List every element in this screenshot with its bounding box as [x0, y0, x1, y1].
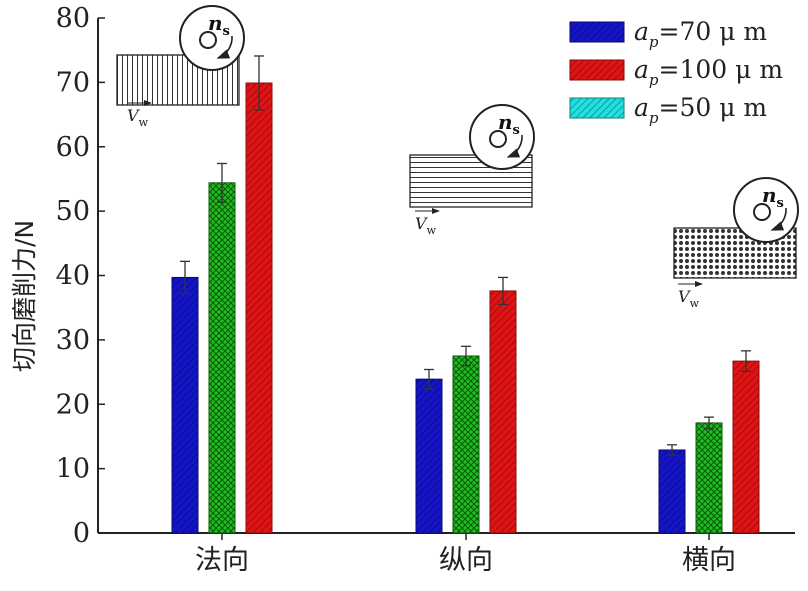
ns-label: ns: [208, 11, 230, 39]
inset-longitudinal: ns Vw: [409, 104, 535, 237]
bars-group: [171, 55, 760, 534]
legend-label: ap=50 μ m: [634, 93, 767, 127]
x-tick-label: 横向: [682, 545, 736, 576]
rotation-arrow: [770, 207, 787, 231]
y-tick-label: 80: [56, 3, 90, 34]
y-tick-label: 10: [56, 454, 90, 485]
vw-label: Vw: [415, 214, 437, 237]
bar: [245, 82, 273, 534]
x-tick-label: 纵向: [439, 545, 493, 576]
bar: [208, 182, 236, 534]
y-tick-label: 60: [56, 132, 90, 163]
rotation-arrow: [506, 134, 523, 158]
inset-normal: ns Vw: [116, 5, 245, 129]
legend-swatch: [569, 59, 625, 81]
x-tick-label: 法向: [195, 545, 249, 576]
bar: [695, 422, 723, 534]
y-tick-label: 20: [56, 389, 90, 420]
y-axis-label: 切向磨削力/N: [10, 220, 39, 372]
wheel-hub: [489, 130, 507, 148]
bar: [452, 355, 480, 534]
legend-label: ap=70 μ m: [634, 17, 767, 51]
wheel-hub: [753, 203, 771, 221]
insets-group: ns Vw ns Vw ns Vw: [116, 5, 799, 310]
y-tick-label: 70: [56, 67, 90, 98]
bar: [415, 378, 443, 534]
y-tick-label: 40: [56, 261, 90, 292]
inset-transverse: ns Vw: [673, 177, 799, 310]
bar: [489, 290, 517, 534]
rotation-arrow: [216, 35, 233, 59]
bar: [732, 360, 760, 534]
legend-swatch: [569, 97, 625, 119]
axes: 0 10 20 30 40 50 60 70 80 切向磨削力/N 法向 纵向 横向: [10, 3, 795, 576]
bar: [171, 276, 199, 534]
legend: ap=70 μ m ap=100 μ m ap=50 μ m: [569, 17, 783, 127]
ns-label: ns: [762, 183, 784, 211]
bar: [658, 449, 686, 534]
y-tick-label: 30: [56, 325, 90, 356]
legend-swatch: [569, 21, 625, 43]
vw-label: Vw: [678, 287, 700, 310]
legend-label: ap=100 μ m: [634, 55, 783, 89]
y-tick-label: 50: [56, 196, 90, 227]
wheel-hub: [199, 31, 217, 49]
vw-label: Vw: [127, 106, 149, 129]
ns-label: ns: [498, 110, 520, 138]
y-tick-label: 0: [73, 518, 90, 549]
